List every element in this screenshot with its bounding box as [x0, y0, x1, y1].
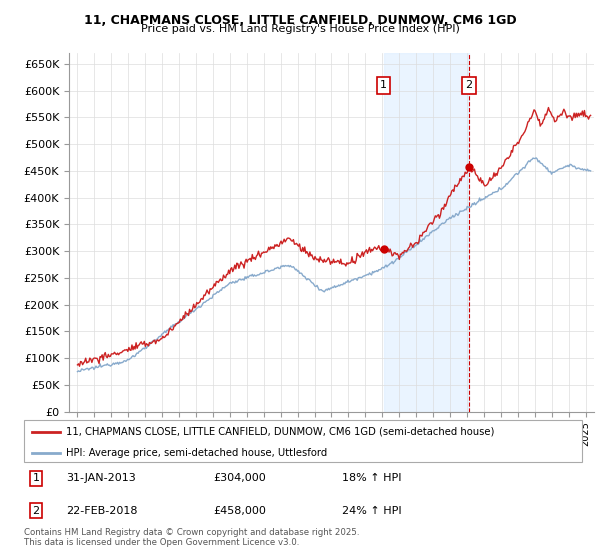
FancyBboxPatch shape: [24, 420, 582, 462]
Text: 31-JAN-2013: 31-JAN-2013: [66, 473, 136, 483]
Text: 18% ↑ HPI: 18% ↑ HPI: [342, 473, 401, 483]
Text: Price paid vs. HM Land Registry's House Price Index (HPI): Price paid vs. HM Land Registry's House …: [140, 24, 460, 34]
Text: 22-FEB-2018: 22-FEB-2018: [66, 506, 137, 516]
Text: 11, CHAPMANS CLOSE, LITTLE CANFIELD, DUNMOW, CM6 1GD (semi-detached house): 11, CHAPMANS CLOSE, LITTLE CANFIELD, DUN…: [66, 427, 494, 437]
Text: 1: 1: [32, 473, 40, 483]
Text: 11, CHAPMANS CLOSE, LITTLE CANFIELD, DUNMOW, CM6 1GD: 11, CHAPMANS CLOSE, LITTLE CANFIELD, DUN…: [83, 14, 517, 27]
Text: HPI: Average price, semi-detached house, Uttlesford: HPI: Average price, semi-detached house,…: [66, 448, 327, 458]
Text: Contains HM Land Registry data © Crown copyright and database right 2025.
This d: Contains HM Land Registry data © Crown c…: [24, 528, 359, 547]
Text: 2: 2: [32, 506, 40, 516]
Text: 1: 1: [380, 80, 387, 90]
Text: £304,000: £304,000: [214, 473, 266, 483]
Text: 2: 2: [466, 80, 473, 90]
Text: £458,000: £458,000: [214, 506, 266, 516]
Text: 24% ↑ HPI: 24% ↑ HPI: [342, 506, 401, 516]
Bar: [383, 53, 469, 412]
